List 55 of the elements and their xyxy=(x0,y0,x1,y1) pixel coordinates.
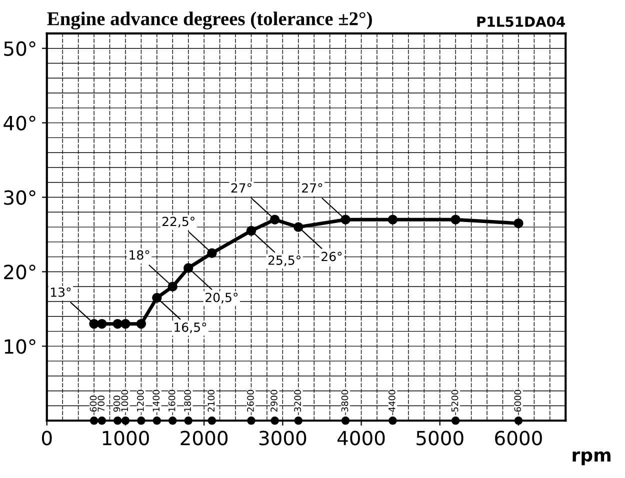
point xyxy=(294,222,304,232)
annotation: 1200 xyxy=(136,390,144,412)
point xyxy=(112,318,122,329)
y-tick-label: 40° xyxy=(4,116,36,130)
data-label: 18° xyxy=(130,250,150,260)
x-tick-label: 6000 xyxy=(495,430,542,446)
data-label: 16,5° xyxy=(174,322,206,334)
annotation: 1400 xyxy=(152,390,160,412)
x-tick-label: 2000 xyxy=(180,430,228,446)
annotation: 3200 xyxy=(294,390,302,412)
annotation: 600 xyxy=(90,396,97,412)
point xyxy=(340,214,350,224)
annotation: 900 xyxy=(113,396,120,412)
data-label: 20,5° xyxy=(206,292,238,304)
y-tick-label: 10° xyxy=(4,339,36,354)
x-tick-label: 3000 xyxy=(259,430,306,446)
point xyxy=(514,218,524,228)
text: P1L51DA04 xyxy=(477,16,565,27)
point xyxy=(120,318,130,329)
data-label: 27° xyxy=(231,183,252,192)
annotation: 2100 xyxy=(208,390,215,412)
y-tick-label: 50° xyxy=(4,41,36,56)
data-label: 27° xyxy=(302,183,322,192)
annotation: 1000 xyxy=(121,390,128,412)
data-label: 22,5° xyxy=(162,216,194,228)
annotation: 4400 xyxy=(388,390,396,412)
point xyxy=(136,318,146,329)
point xyxy=(207,248,217,258)
point xyxy=(246,226,256,236)
point xyxy=(152,292,162,303)
y-tick-label: 20° xyxy=(4,264,36,280)
x-tick-label: 5000 xyxy=(416,430,464,446)
data-label: 25,5° xyxy=(268,256,300,266)
annotation: 1800 xyxy=(184,390,191,412)
data-label: 26° xyxy=(322,252,342,262)
chart-title: Engine advance degrees (tolerance ±2°) xyxy=(47,12,372,30)
x-axis-title: rpm xyxy=(572,451,610,466)
x-tick-label: 4000 xyxy=(337,430,385,446)
point xyxy=(183,263,194,273)
x-tick-label: 0 xyxy=(42,430,52,446)
point xyxy=(97,318,107,329)
annotation: 3800 xyxy=(341,390,348,412)
annotation: 700 xyxy=(98,396,105,412)
point xyxy=(388,214,398,224)
annotation: 1600 xyxy=(168,390,176,412)
point xyxy=(168,282,178,292)
annotation: 2600 xyxy=(247,390,254,412)
data-label: 13° xyxy=(50,287,71,297)
y-tick-label: 30° xyxy=(4,190,36,205)
annotation: 5200 xyxy=(451,390,458,412)
annotation: 2900 xyxy=(270,390,278,412)
point xyxy=(270,214,280,224)
point xyxy=(450,214,460,224)
annotation: 6000 xyxy=(514,390,522,412)
x-tick-label: 1000 xyxy=(102,430,149,446)
